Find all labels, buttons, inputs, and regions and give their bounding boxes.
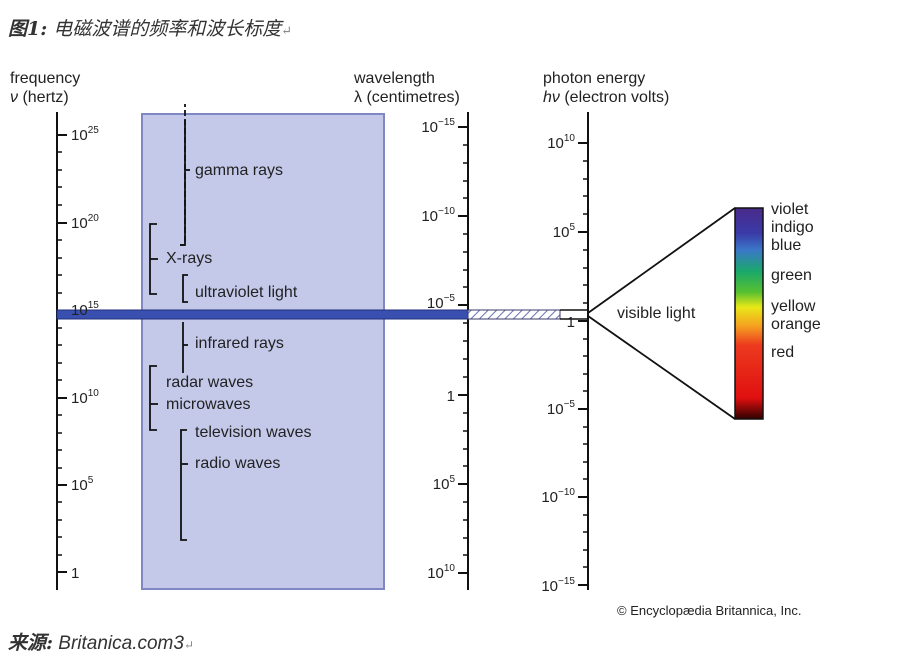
frequency-header: frequency ν (hertz)	[10, 69, 80, 107]
radio-bracket	[180, 429, 187, 541]
energy-tick-label: 105	[552, 222, 575, 241]
energy-tick-label: 10−5	[546, 399, 575, 418]
color-label-orange: orange	[771, 316, 821, 333]
microwaves-label: microwaves	[166, 396, 251, 413]
visible-light-bar	[56, 309, 469, 320]
source-prefix: 来源:	[8, 632, 54, 654]
energy-minor-ticks	[583, 160, 588, 568]
return-mark-icon: ↵	[183, 638, 195, 652]
wavelength-minor-ticks	[463, 144, 468, 556]
energy-axis	[578, 112, 589, 590]
energy-tick-label: 10−15	[541, 576, 575, 595]
radio-waves-label: radio waves	[195, 455, 281, 472]
color-label-blue: blue	[771, 237, 802, 254]
caption-prefix: 图1:	[8, 18, 48, 40]
frequency-tick-label: 1015	[71, 300, 99, 319]
frequency-title: frequency	[10, 70, 81, 87]
copyright-credit: © Encyclopædia Britannica, Inc.	[617, 603, 802, 618]
energy-major-ticks	[578, 142, 588, 586]
color-label-violet: violet	[771, 201, 809, 218]
visible-light-hatch	[467, 309, 561, 320]
frequency-major-ticks	[57, 134, 67, 573]
source-line: 来源: Britanica.com3↵	[8, 628, 194, 655]
color-label-yellow: yellow	[771, 298, 816, 315]
frequency-axis	[56, 112, 67, 590]
return-mark-icon: ↵	[281, 24, 293, 39]
ultraviolet-label: ultraviolet light	[195, 284, 298, 301]
frequency-tick-label: 1010	[71, 388, 99, 407]
source-text: Britanica.com3	[53, 633, 184, 654]
uv-bracket	[182, 274, 188, 303]
frequency-minor-ticks	[57, 151, 62, 556]
energy-header: photon energy hν (electron volts)	[543, 69, 669, 107]
frequency-symbol: ν	[10, 89, 18, 106]
radar-bracket	[149, 365, 157, 431]
visible-light-fan	[587, 207, 736, 420]
energy-tick-label: 1	[566, 314, 575, 331]
wavelength-tick-label: 10−5	[426, 293, 455, 312]
wavelength-axis	[458, 112, 469, 590]
infrared-label: infrared rays	[195, 335, 284, 352]
wavelength-tick-label: 1	[446, 388, 455, 405]
frequency-unit: (hertz)	[18, 89, 69, 106]
wavelength-unit: (centimetres)	[362, 89, 460, 106]
wavelength-tick-label: 10−15	[421, 117, 455, 136]
radar-waves-label: radar waves	[166, 374, 254, 391]
wavelength-symbol: λ	[354, 89, 362, 106]
x-rays-label: X-rays	[166, 250, 213, 267]
energy-unit: (electron volts)	[559, 89, 670, 106]
wavelength-title: wavelength	[354, 70, 435, 87]
wavelength-tick-label: 105	[432, 474, 455, 493]
band-brackets	[149, 104, 190, 541]
wavelength-major-ticks	[458, 126, 468, 574]
wavelength-header: wavelength λ (centimetres)	[354, 69, 460, 107]
energy-title: photon energy	[543, 70, 646, 87]
visible-light-label: visible light	[617, 305, 696, 322]
color-label-red: red	[771, 344, 795, 361]
wavelength-tick-label: 10−10	[421, 206, 455, 225]
energy-tick-label: 10−10	[541, 487, 575, 506]
gamma-rays-label: gamma rays	[195, 162, 284, 179]
frequency-tick-label: 1	[71, 565, 80, 582]
frequency-tick-label: 1020	[71, 213, 99, 232]
color-label-green: green	[771, 267, 812, 284]
color-label-indigo: indigo	[771, 219, 814, 236]
wavelength-tick-label: 1010	[427, 563, 455, 582]
visible-spectrum-bar	[734, 207, 764, 420]
energy-symbol: hν	[543, 89, 560, 106]
frequency-tick-label: 1025	[71, 125, 99, 144]
television-waves-label: television waves	[195, 424, 312, 441]
frequency-tick-label: 105	[71, 475, 94, 494]
caption-text: 电磁波谱的频率和波长标度	[47, 18, 282, 40]
energy-tick-label: 1010	[547, 133, 575, 152]
figure-caption: 图1: 电磁波谱的频率和波长标度↵	[8, 14, 292, 41]
